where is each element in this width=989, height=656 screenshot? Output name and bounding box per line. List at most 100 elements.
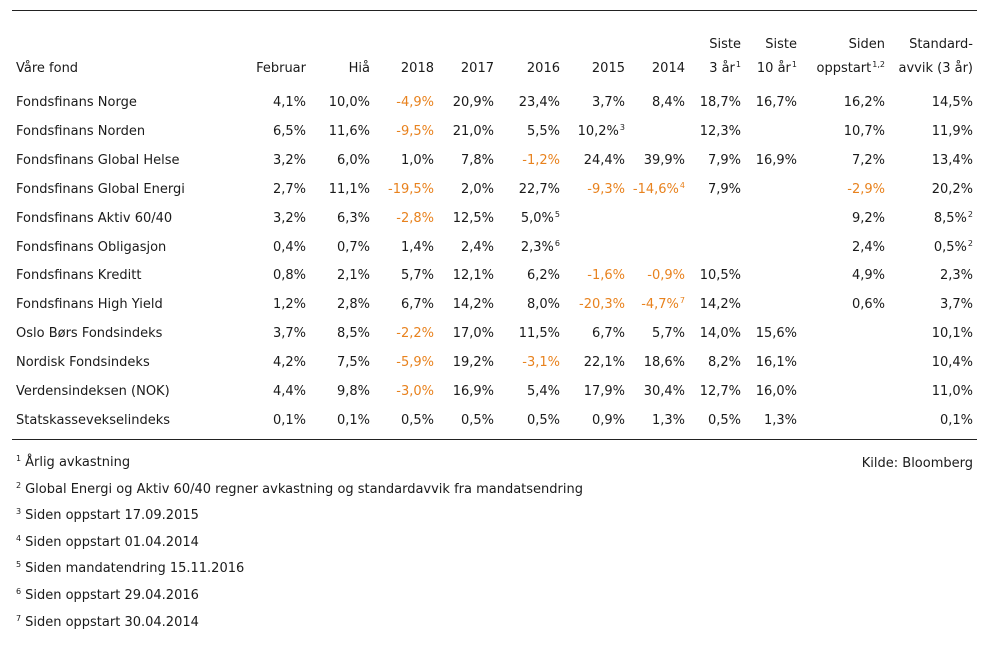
table-cell: 12,1% xyxy=(452,268,494,283)
table-cell: 0,7% xyxy=(336,240,370,255)
table-cell: 4,2% xyxy=(272,355,306,370)
table-cell: 11,5% xyxy=(518,326,560,341)
table-cell: 12,7% xyxy=(699,384,741,399)
table-cell: 10,7% xyxy=(843,124,885,139)
table-cell: 0,6% xyxy=(851,297,885,312)
table-cell: 4,4% xyxy=(272,384,306,399)
fund-name: Fondsfinans Global Energi xyxy=(16,182,185,197)
table-cell: 19,2% xyxy=(452,355,494,370)
table-cell: 0,5%2 xyxy=(933,239,973,256)
footnote: 5 Siden mandatendring 15.11.2016 xyxy=(16,561,244,577)
fund-name: Fondsfinans Norden xyxy=(16,124,146,139)
footnote-text: Siden oppstart 17.09.2015 xyxy=(25,508,199,524)
footnote-number: 6 xyxy=(16,587,22,596)
fund-name: Fondsfinans Global Helse xyxy=(16,153,180,168)
table-cell: 10,1% xyxy=(931,326,973,341)
column-header: oppstart1,2 xyxy=(816,60,885,77)
fund-name: Nordisk Fondsindeks xyxy=(16,355,150,370)
cell-footnote-ref: 3 xyxy=(619,123,625,132)
footnote: 7 Siden oppstart 30.04.2014 xyxy=(16,614,199,631)
table-cell: 7,5% xyxy=(336,355,370,370)
table-cell: 6,7% xyxy=(591,326,625,341)
table-cell: -1,6% xyxy=(587,268,625,283)
column-header: 2017 xyxy=(460,61,494,76)
table-cell: -4,7%7 xyxy=(641,296,685,313)
table-cell: 16,2% xyxy=(843,95,885,110)
table-cell: 18,6% xyxy=(643,355,685,370)
table-cell: 9,8% xyxy=(336,384,370,399)
footnote: 2 Global Energi og Aktiv 60/40 regner avk… xyxy=(16,480,583,498)
table-cell: 0,1% xyxy=(939,413,973,428)
table-cell: -1,2% xyxy=(522,153,560,168)
table-cell: 4,9% xyxy=(851,268,885,283)
column-header: Hiå xyxy=(348,61,370,76)
fund-name: Fondsfinans Kreditt xyxy=(16,268,142,283)
table-cell: 6,3% xyxy=(336,211,370,226)
table-cell: 14,2% xyxy=(452,297,494,312)
footnote-number: 1 xyxy=(16,454,22,463)
table-cell: 20,2% xyxy=(931,182,973,197)
table-cell: 6,7% xyxy=(400,297,434,312)
cell-footnote-ref: 5 xyxy=(554,210,560,219)
table-cell: 16,7% xyxy=(755,95,797,110)
fund-name: Oslo Børs Fondsindeks xyxy=(16,326,163,341)
column-header: 2015 xyxy=(591,61,625,76)
table-cell: 14,2% xyxy=(699,297,741,312)
footnote: 4 Siden oppstart 01.04.2014 xyxy=(16,534,199,551)
table-cell: 8,5%2 xyxy=(933,210,973,227)
table-cell: 8,2% xyxy=(707,355,741,370)
table-cell: 2,3%6 xyxy=(520,239,560,256)
footnote-number: 5 xyxy=(16,560,22,570)
table-cell: 2,0% xyxy=(460,182,494,197)
header-footnote-ref: 1 xyxy=(791,60,797,69)
table-cell: 2,4% xyxy=(460,240,494,255)
header-footnote-ref: 1,2 xyxy=(872,60,885,69)
table-cell: 12,5% xyxy=(452,211,494,226)
footnote-text: Siden oppstart 01.04.2014 xyxy=(25,534,199,550)
table-cell: -19,5% xyxy=(388,182,434,197)
fund-name: Verdensindeksen (NOK) xyxy=(16,384,170,399)
table-cell: 6,0% xyxy=(336,153,370,168)
table-cell: 0,1% xyxy=(336,413,370,428)
table-cell: 0,5% xyxy=(526,413,560,428)
table-cell: -3,0% xyxy=(396,384,434,399)
column-header: avvik (3 år) xyxy=(898,61,973,76)
table-cell: -0,9% xyxy=(647,268,685,283)
top-rule xyxy=(12,10,977,11)
table-cell: 1,2% xyxy=(272,297,306,312)
table-cell: 21,0% xyxy=(452,124,494,139)
column-header: Februar xyxy=(256,61,306,76)
table-cell: 7,8% xyxy=(460,153,494,168)
cell-footnote-ref: 2 xyxy=(967,210,973,219)
table-cell: 13,4% xyxy=(931,153,973,168)
table-cell: 6,2% xyxy=(526,268,560,283)
table-cell: 17,9% xyxy=(583,384,625,399)
table-cell: 4,1% xyxy=(272,95,306,110)
table-cell: 22,7% xyxy=(518,182,560,197)
table-cell: 15,6% xyxy=(755,326,797,341)
table-cell: 3,2% xyxy=(272,211,306,226)
column-header-line1: Standard- xyxy=(909,37,973,52)
table-cell: 10,0% xyxy=(328,95,370,110)
table-cell: 0,4% xyxy=(272,240,306,255)
table-cell: 0,5% xyxy=(707,413,741,428)
table-cell: -14,6%4 xyxy=(632,181,685,198)
table-cell: 2,7% xyxy=(272,182,306,197)
cell-footnote-ref: 6 xyxy=(554,239,560,248)
table-cell: 5,5% xyxy=(526,124,560,139)
column-header: 2016 xyxy=(526,61,560,76)
footnote-text: Årlig avkastning xyxy=(25,455,131,470)
fund-name: Fondsfinans Norge xyxy=(16,95,137,110)
footnote-number: 3 xyxy=(16,507,22,517)
table-cell: 3,7% xyxy=(272,326,306,341)
fund-name: Fondsfinans Obligasjon xyxy=(16,240,167,255)
table-cell: 8,0% xyxy=(526,297,560,312)
table-cell: 18,7% xyxy=(699,95,741,110)
table-cell: -2,9% xyxy=(847,182,885,197)
table-cell: 5,7% xyxy=(651,326,685,341)
table-cell: 14,5% xyxy=(931,95,973,110)
footnote: 3 Siden oppstart 17.09.2015 xyxy=(16,508,199,524)
table-cell: 20,9% xyxy=(452,95,494,110)
footnote-number: 2 xyxy=(16,480,22,490)
table-cell: 8,4% xyxy=(651,95,685,110)
